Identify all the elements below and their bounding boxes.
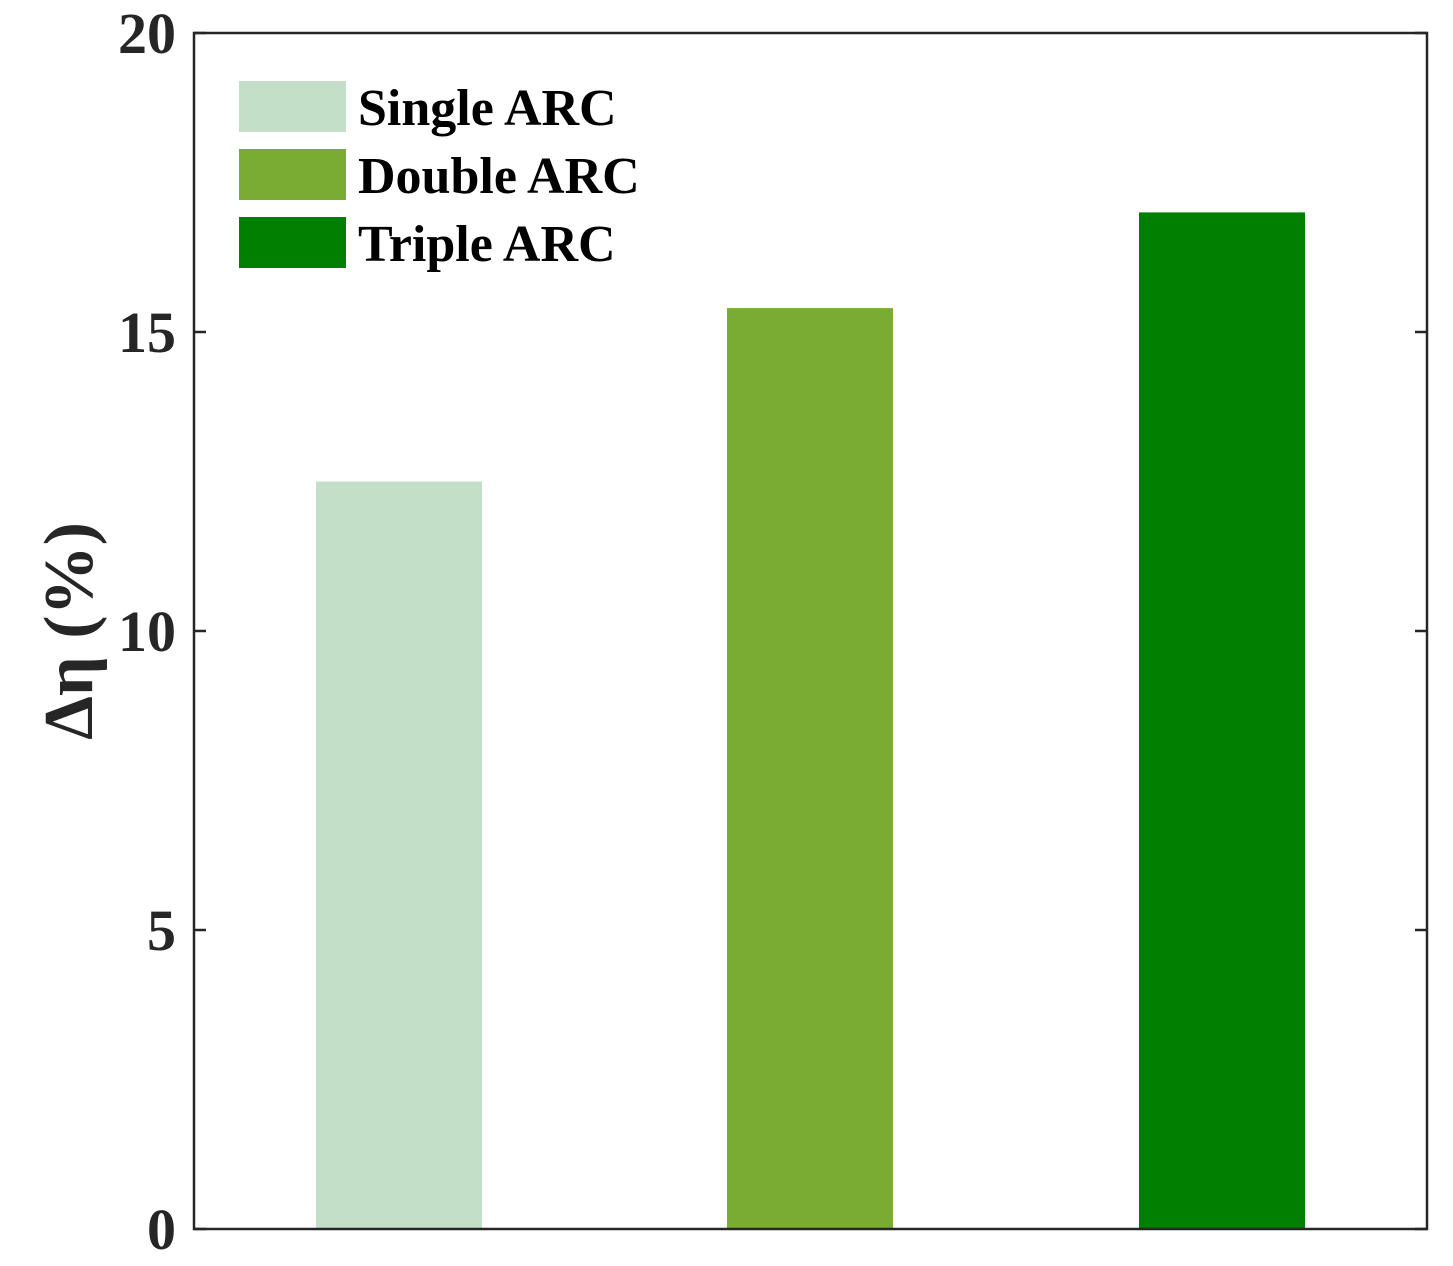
y-ticks: 0 5 10 15 20 xyxy=(118,1,1427,1262)
bar-triple-arc xyxy=(1139,212,1305,1229)
y-tick-label: 10 xyxy=(118,599,176,664)
legend: Single ARC Double ARC Triple ARC xyxy=(239,80,640,273)
bar-double-arc xyxy=(727,308,893,1230)
y-tick-label: 20 xyxy=(118,1,176,66)
y-axis-title: Δη (%) xyxy=(31,522,108,740)
y-tick-label: 0 xyxy=(147,1197,176,1262)
legend-label: Single ARC xyxy=(358,80,617,137)
legend-swatch xyxy=(239,81,346,132)
bar-single-arc xyxy=(316,481,482,1229)
legend-label: Double ARC xyxy=(358,148,640,205)
y-tick-label: 5 xyxy=(147,898,176,963)
bars xyxy=(316,212,1305,1230)
legend-label: Triple ARC xyxy=(358,216,616,273)
legend-swatch xyxy=(239,149,346,200)
legend-swatch xyxy=(239,217,346,268)
y-tick-label: 15 xyxy=(118,300,176,365)
